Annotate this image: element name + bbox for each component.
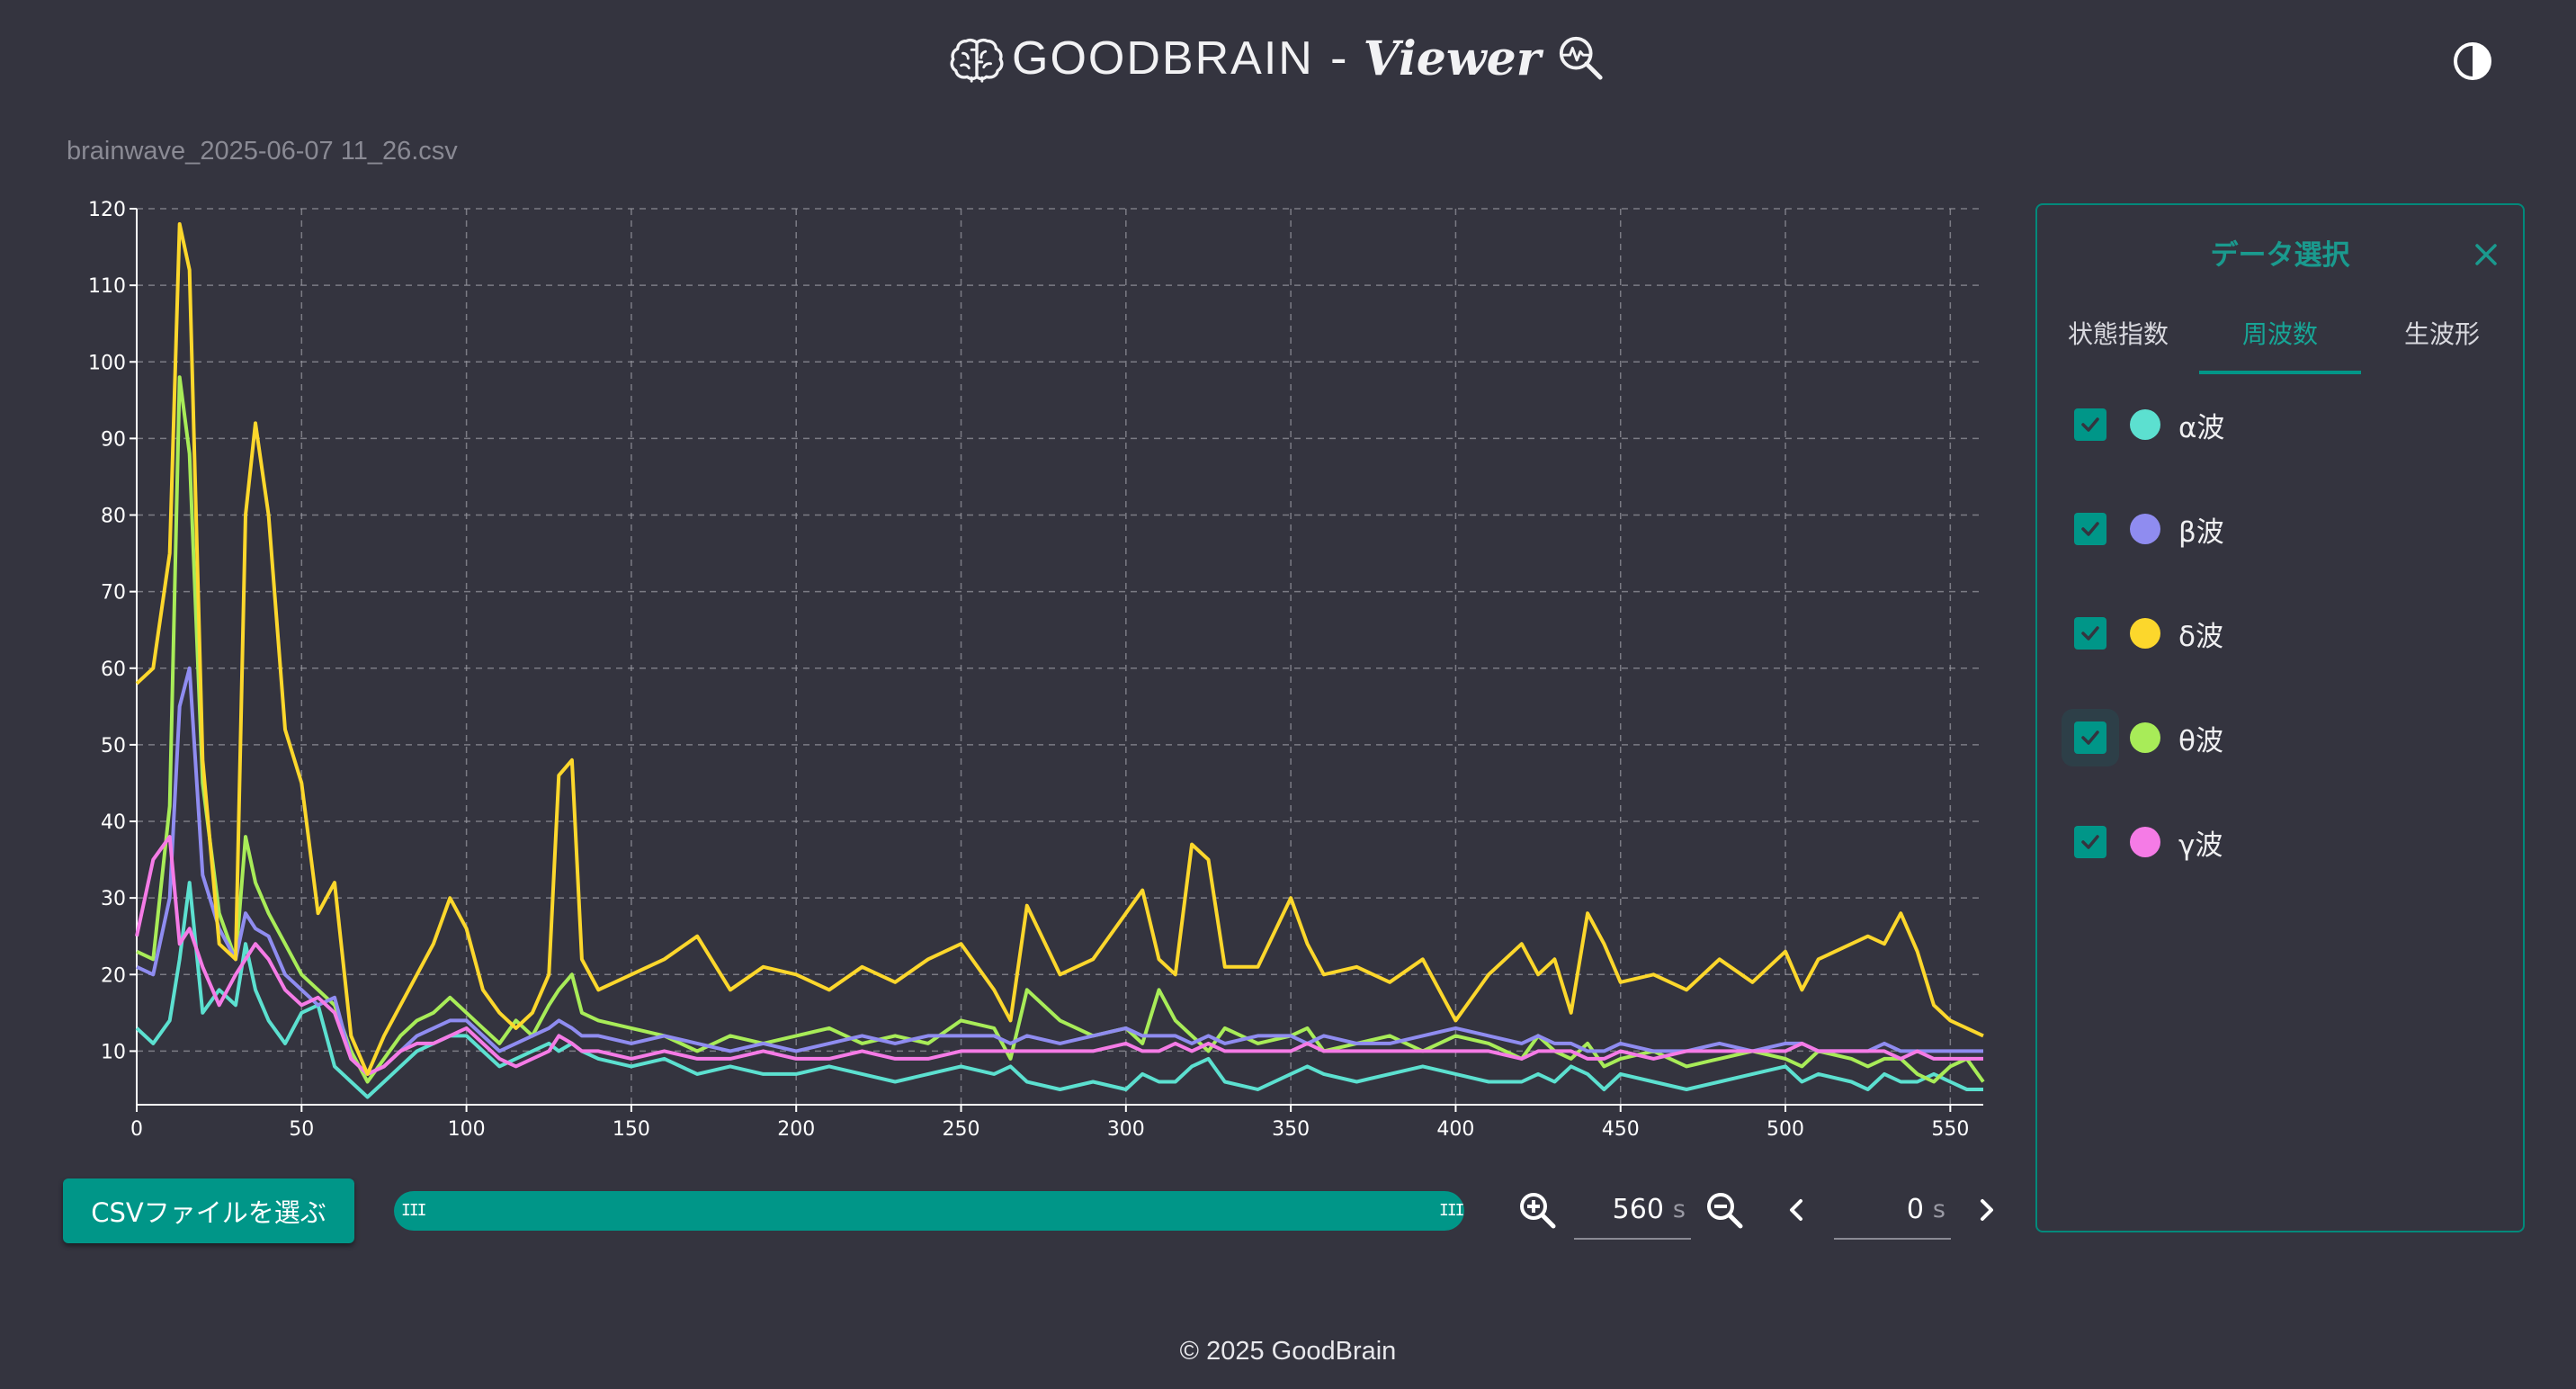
brainwave-chart[interactable]: 10 20 30 40 50 60 70 80 90 100 110 120 0 50 100 150 200 2… (54, 198, 2015, 1143)
app-logo: GOODBRAIN - Viewer (949, 27, 1606, 90)
wave-label-alpha: α波 (2178, 411, 2225, 444)
chart-grid (137, 208, 1983, 1105)
y-tick-label: 90 (101, 428, 126, 451)
brand-viewer: Viewer (1363, 31, 1542, 86)
checkbox-alpha[interactable] (2074, 408, 2106, 441)
contrast-icon[interactable] (2452, 40, 2493, 82)
window-length-input[interactable] (1582, 1193, 1664, 1225)
data-selection-panel: データ選択 状態指数 周波数 生波形 α波 β波 (2035, 203, 2525, 1232)
wave-item-alpha[interactable]: α波 (2061, 398, 2492, 452)
y-tick-label: 110 (88, 275, 126, 298)
brand-separator: - (1329, 31, 1347, 85)
panel-title: データ選択 (2210, 239, 2350, 272)
chart-axes: 10 20 30 40 50 60 70 80 90 100 110 120 0 50 100 150 200 2… (88, 199, 1983, 1141)
x-tick-label: 0 (130, 1118, 143, 1141)
file-name: brainwave_2025-06-07 11_26.csv (67, 137, 458, 166)
x-tick-label: 100 (448, 1118, 486, 1141)
checkbox-beta[interactable] (2074, 513, 2106, 545)
brain-icon (950, 38, 1004, 83)
chevron-right-icon[interactable] (1966, 1190, 2006, 1230)
checkbox-gamma[interactable] (2074, 826, 2106, 858)
y-tick-label: 100 (88, 352, 126, 374)
x-tick-label: 500 (1767, 1118, 1804, 1141)
tab-raw-waveform[interactable]: 生波形 (2403, 319, 2480, 349)
check-icon (2081, 417, 2099, 432)
wave-label-gamma: γ波 (2178, 829, 2223, 862)
time-range-slider[interactable]: III III (394, 1191, 1465, 1231)
range-handle-right[interactable]: III (1439, 1201, 1465, 1220)
color-dot-delta (2130, 618, 2160, 649)
x-tick-label: 150 (613, 1118, 650, 1141)
check-icon (2081, 730, 2099, 745)
x-tick-label: 550 (1931, 1118, 1969, 1141)
brand-name: GOODBRAIN (1012, 32, 1314, 85)
checkbox-theta[interactable] (2074, 721, 2106, 754)
color-dot-theta (2130, 722, 2160, 753)
magnifier-wave-icon (1560, 36, 1603, 80)
checkbox-delta[interactable] (2074, 617, 2106, 650)
y-tick-label: 80 (101, 506, 126, 528)
series-line-0 (135, 881, 1983, 1099)
x-tick-label: 400 (1436, 1118, 1474, 1141)
y-tick-label: 10 (101, 1041, 126, 1063)
wave-label-delta: δ波 (2178, 620, 2223, 653)
wave-item-delta[interactable]: δ波 (2061, 606, 2492, 660)
series-line-1 (136, 666, 1983, 1076)
x-tick-label: 200 (777, 1118, 815, 1141)
series-line-4 (135, 835, 1983, 1076)
wave-item-beta[interactable]: β波 (2061, 502, 2492, 556)
check-icon (2081, 835, 2099, 849)
x-tick-label: 250 (943, 1118, 980, 1141)
footer-copyright: © 2025 GoodBrain (1179, 1337, 1397, 1366)
color-dot-beta (2130, 514, 2160, 544)
check-icon (2081, 522, 2099, 536)
range-handle-left[interactable]: III (401, 1201, 427, 1220)
x-tick-label: 50 (289, 1118, 314, 1141)
y-tick-label: 60 (101, 659, 126, 681)
y-tick-label: 30 (101, 888, 126, 910)
color-dot-gamma (2130, 827, 2160, 857)
wave-item-theta[interactable]: θ波 (2061, 711, 2492, 765)
offset-unit: s (1932, 1195, 1945, 1223)
wave-label-theta: θ波 (2178, 724, 2223, 757)
close-icon[interactable] (2471, 239, 2501, 270)
series-line-2 (135, 222, 1984, 1076)
panel-tabs: 状態指数 周波数 生波形 (2037, 302, 2523, 374)
y-tick-label: 70 (101, 582, 126, 605)
y-tick-label: 50 (101, 735, 126, 757)
offset-field[interactable]: s (1834, 1180, 1951, 1240)
x-tick-label: 450 (1602, 1118, 1640, 1141)
chevron-left-icon[interactable] (1777, 1190, 1817, 1230)
chart-series (135, 222, 1985, 1099)
check-icon (2081, 626, 2099, 641)
choose-csv-button[interactable]: CSVファイルを選ぶ (63, 1178, 354, 1243)
tab-state-index[interactable]: 状態指数 (2067, 319, 2169, 349)
window-length-field[interactable]: s (1574, 1180, 1691, 1240)
zoom-in-icon[interactable] (1517, 1190, 1557, 1230)
tab-frequency[interactable]: 周波数 (2199, 302, 2361, 374)
wave-item-gamma[interactable]: γ波 (2061, 815, 2492, 869)
offset-input[interactable] (1842, 1193, 1924, 1225)
wave-label-beta: β波 (2178, 515, 2224, 549)
x-tick-label: 300 (1107, 1118, 1145, 1141)
window-length-unit: s (1672, 1195, 1686, 1223)
y-tick-label: 40 (101, 811, 126, 834)
y-tick-label: 20 (101, 964, 126, 987)
zoom-out-icon[interactable] (1704, 1190, 1744, 1230)
x-tick-label: 350 (1272, 1118, 1310, 1141)
color-dot-alpha (2130, 409, 2160, 440)
y-tick-label: 120 (88, 199, 126, 221)
